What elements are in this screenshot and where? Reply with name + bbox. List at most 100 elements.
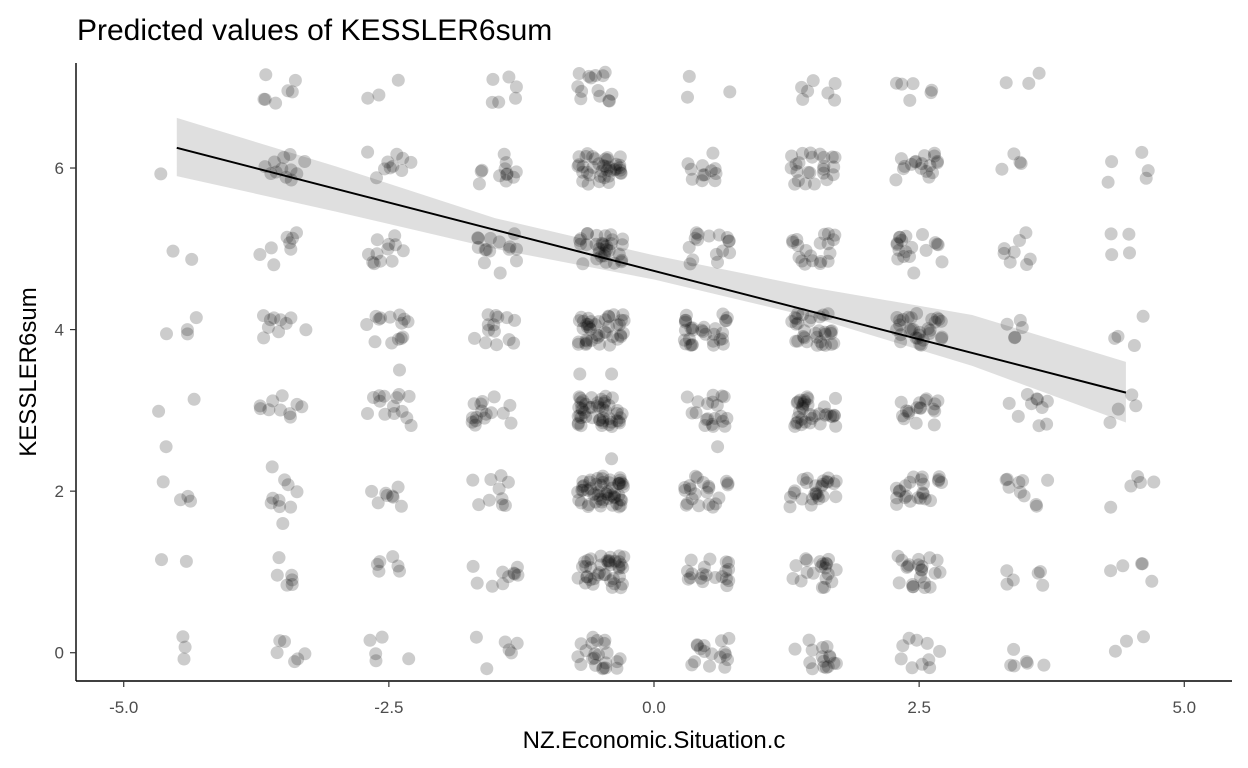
- data-point: [576, 314, 590, 328]
- data-point: [509, 165, 523, 179]
- data-point: [385, 336, 399, 350]
- data-point: [829, 490, 843, 504]
- data-point: [501, 475, 515, 489]
- data-point: [818, 561, 832, 575]
- data-point: [599, 656, 613, 670]
- data-point: [720, 411, 734, 425]
- data-point: [706, 334, 720, 348]
- data-point: [909, 154, 923, 168]
- data-point: [580, 147, 594, 161]
- data-point: [915, 563, 928, 577]
- data-point: [274, 313, 288, 327]
- x-tick-label: 2.5: [907, 698, 931, 717]
- data-point: [174, 493, 187, 507]
- data-point: [914, 570, 927, 584]
- data-point: [602, 244, 616, 258]
- data-point: [597, 159, 611, 173]
- data-point: [801, 392, 815, 406]
- data-point: [160, 327, 173, 341]
- data-point: [715, 389, 729, 403]
- data-point: [361, 91, 375, 105]
- data-point: [814, 560, 828, 574]
- data-point: [612, 488, 626, 502]
- data-point: [613, 150, 627, 164]
- data-point: [262, 403, 276, 417]
- data-point: [285, 573, 299, 587]
- data-point: [494, 469, 508, 483]
- data-point: [719, 564, 733, 578]
- data-point: [576, 165, 590, 179]
- data-point: [609, 157, 623, 171]
- data-point: [817, 660, 831, 674]
- data-point: [808, 487, 822, 501]
- data-point: [366, 255, 380, 269]
- data-point: [904, 311, 918, 325]
- data-point: [819, 338, 832, 352]
- data-point: [589, 69, 602, 82]
- data-point: [603, 338, 617, 352]
- data-point: [914, 338, 928, 352]
- data-point: [690, 471, 704, 485]
- data-point: [1116, 559, 1130, 573]
- data-point: [605, 415, 619, 429]
- data-point: [466, 473, 480, 487]
- data-point: [613, 471, 627, 485]
- data-point: [1033, 565, 1047, 579]
- data-point: [396, 151, 410, 165]
- data-point: [899, 229, 913, 243]
- data-point: [479, 336, 493, 350]
- data-point: [716, 326, 730, 340]
- data-point: [586, 630, 600, 644]
- y-tick-label: 2: [55, 482, 64, 501]
- data-point: [612, 561, 626, 575]
- data-point: [820, 557, 834, 571]
- data-point: [596, 401, 610, 415]
- data-point: [615, 238, 629, 252]
- data-point: [272, 493, 286, 507]
- data-point: [915, 560, 929, 573]
- data-point: [696, 476, 710, 489]
- data-point: [1013, 313, 1027, 327]
- fit-line: [176, 146, 1127, 394]
- data-point: [894, 652, 908, 666]
- data-point: [716, 244, 730, 258]
- data-point: [805, 643, 819, 657]
- data-point: [999, 76, 1013, 90]
- data-point: [598, 394, 612, 408]
- data-point: [264, 241, 278, 255]
- data-point: [1105, 248, 1119, 262]
- data-point: [574, 411, 588, 425]
- data-point: [800, 390, 814, 404]
- data-point: [510, 242, 523, 256]
- data-point: [614, 166, 628, 180]
- data-point: [685, 492, 699, 506]
- data-point: [1014, 157, 1028, 170]
- data-point: [788, 311, 802, 324]
- data-point: [1123, 246, 1136, 260]
- data-point: [502, 242, 516, 256]
- data-point: [504, 646, 518, 660]
- data-point: [802, 633, 816, 647]
- data-point: [821, 237, 835, 251]
- data-point: [492, 95, 506, 109]
- data-point: [804, 311, 818, 325]
- data-point: [584, 71, 598, 85]
- data-point: [579, 337, 593, 351]
- data-point: [401, 315, 415, 329]
- data-point: [902, 631, 916, 645]
- data-point: [829, 657, 843, 670]
- data-point: [816, 641, 829, 654]
- data-point: [1137, 630, 1150, 644]
- data-point: [923, 159, 937, 172]
- data-point: [261, 320, 275, 334]
- data-point: [696, 325, 710, 338]
- data-point: [596, 662, 610, 676]
- data-point: [614, 328, 628, 342]
- data-point: [1104, 500, 1118, 514]
- data-point: [706, 419, 720, 433]
- data-point: [892, 243, 906, 257]
- data-point: [800, 335, 814, 349]
- data-point: [492, 235, 506, 249]
- data-point: [479, 407, 493, 421]
- data-point: [1013, 234, 1026, 247]
